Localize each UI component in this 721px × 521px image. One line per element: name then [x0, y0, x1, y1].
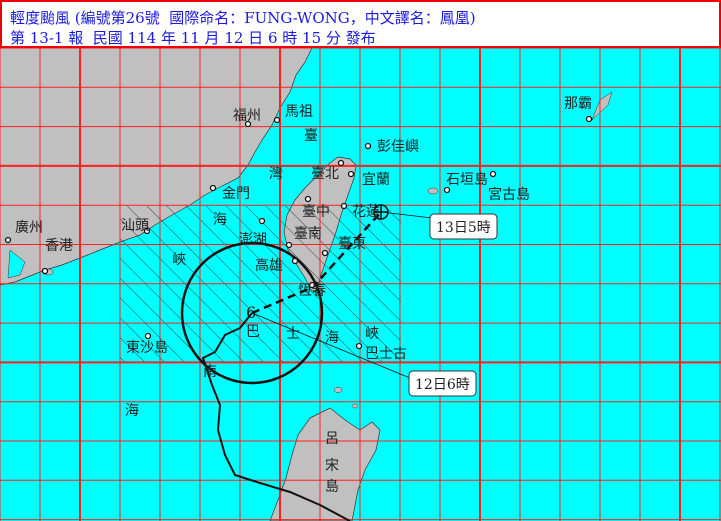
label-ishigaki: 石垣島 — [446, 172, 488, 188]
city-markers — [4, 115, 593, 350]
label-dongsha: 東沙島 — [126, 340, 168, 356]
past-track — [201, 312, 351, 521]
current-position-icon: 6 — [246, 303, 256, 322]
label-bashi: 海 — [325, 330, 339, 346]
label-luzon: 島 — [325, 479, 339, 495]
lat-lon-grid — [0, 48, 721, 521]
label-luzon: 宋 — [325, 458, 339, 474]
label-hualien: 花蓮 — [352, 204, 380, 220]
label-guangzhou: 廣州 — [15, 219, 43, 236]
label-pengjia: 彭佳嶼 — [377, 139, 419, 155]
label-yilan: 宜蘭 — [362, 172, 390, 188]
label-bashi: 巴 — [246, 324, 260, 340]
label-mazu: 馬祖 — [285, 104, 313, 120]
label-strait: 峽 — [172, 252, 186, 268]
label-luzon: 呂 — [325, 431, 339, 447]
label-jinmen: 金門 — [222, 186, 250, 202]
label-kaohsiung: 高雄 — [255, 257, 283, 274]
label-scs: 南 — [203, 364, 217, 380]
label-strait: 臺 — [304, 128, 318, 144]
svg-text:6: 6 — [246, 303, 256, 322]
label-penghu: 澎湖 — [239, 232, 267, 248]
issue-time: 第 13-1 報 民國 114 年 11 月 12 日 6 時 15 分 發布 — [10, 29, 376, 47]
label-naha: 那霸 — [564, 96, 592, 112]
label-taitung: 臺東 — [338, 236, 366, 252]
label-fuzhou: 福州 — [233, 108, 261, 124]
svg-text:13日5時: 13日5時 — [436, 220, 491, 236]
label-hongkong: 香港 — [45, 238, 73, 254]
label-bashi: 士 — [286, 326, 300, 342]
forecast-time-label: 13日5時 — [429, 213, 498, 240]
label-tainan: 臺南 — [294, 226, 322, 242]
label-hengchun: 恆春 — [298, 283, 326, 299]
typhoon-title: 輕度颱風 (編號第26號 國際命名：FUNG-WONG，中文譯名：鳳凰) — [10, 9, 476, 27]
label-strait: 海 — [213, 212, 227, 228]
label-bashi: 峽 — [365, 326, 379, 342]
label-taipei: 臺北 — [311, 166, 339, 182]
label-scs: 海 — [125, 403, 139, 419]
svg-text:12日6時: 12日6時 — [415, 377, 470, 393]
storm-radius-circle — [180, 241, 324, 385]
label-shantou: 汕頭 — [121, 218, 149, 234]
current-time-label: 12日6時 — [408, 370, 477, 397]
typhoon-track-map: 6 13日5時 12日6時 福州 馬祖 臺 灣 海 峽 彭佳嶼 金門 臺北 宜蘭… — [0, 48, 721, 521]
label-miyako: 宮古島 — [488, 187, 530, 203]
label-strait: 灣 — [269, 166, 283, 182]
label-batanes: 巴士古 — [365, 346, 407, 362]
bulletin-header: 輕度颱風 (編號第26號 國際命名：FUNG-WONG，中文譯名：鳳凰) 第 1… — [0, 0, 721, 48]
label-taichung: 臺中 — [302, 204, 330, 220]
